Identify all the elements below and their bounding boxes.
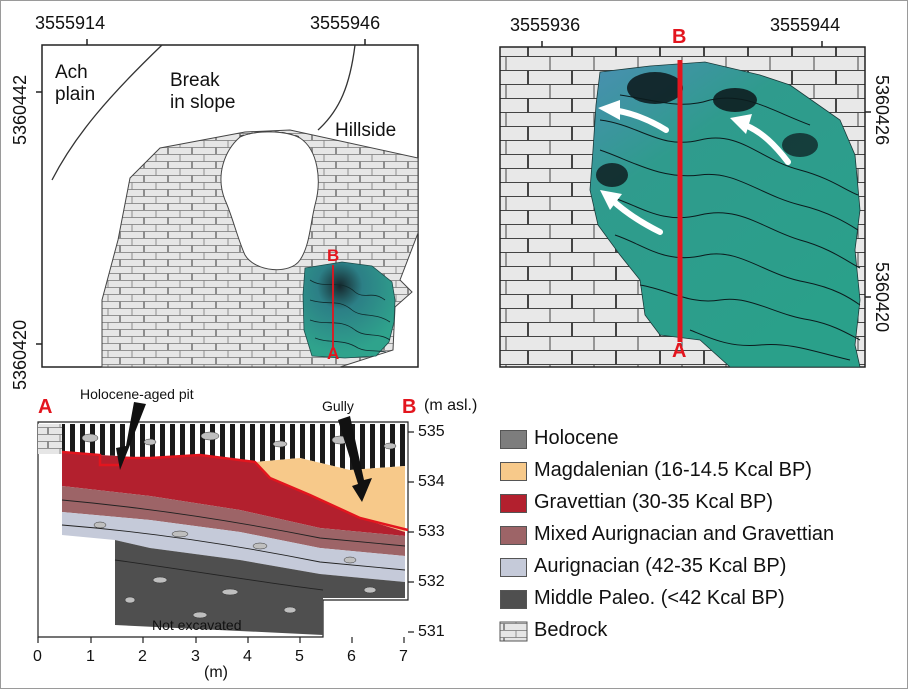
- annotation-gully: Gully: [322, 398, 354, 414]
- legend-swatch-magdalenian: [500, 462, 527, 481]
- legend-label-middle-paleo: Middle Paleo. (<42 Kcal BP): [534, 587, 785, 609]
- left-y-coord-2: 5360420: [10, 319, 30, 390]
- elev-tick-534: 534: [418, 473, 445, 490]
- place-break-line1: Break: [170, 70, 220, 91]
- right-x-coord-1: 3555936: [510, 15, 581, 35]
- place-break-in-slope: Break in slope: [170, 70, 236, 114]
- place-ach-plain-line1: Ach: [55, 62, 88, 83]
- legend-label-holocene: Holocene: [534, 427, 619, 449]
- dist-tick-7: 7: [399, 648, 408, 665]
- elev-tick-533: 533: [418, 523, 445, 540]
- place-ach-plain: Ach plain: [55, 62, 95, 106]
- elev-tick-531: 531: [418, 623, 445, 640]
- dist-tick-3: 3: [191, 648, 200, 665]
- legend-label-aurignacian: Aurignacian (42-35 Kcal BP): [534, 555, 787, 577]
- legend-swatch-holocene: [500, 430, 527, 449]
- distance-unit: (m): [204, 664, 228, 681]
- place-ach-plain-line2: plain: [55, 84, 96, 105]
- dist-tick-4: 4: [243, 648, 252, 665]
- annotation-not-excavated: Not excavated: [152, 617, 242, 633]
- dist-tick-6: 6: [347, 648, 356, 665]
- left-marker-b: B: [327, 246, 340, 265]
- legend-swatch-gravettian: [500, 494, 527, 513]
- right-y-coord-2: 5360420: [872, 262, 892, 333]
- place-break-line2: in slope: [170, 92, 236, 113]
- profile-marker-a: A: [38, 396, 53, 418]
- right-marker-b: B: [672, 26, 687, 48]
- left-marker-a: A: [327, 344, 340, 363]
- elevation-unit: (m asl.): [424, 397, 478, 414]
- right-marker-a: A: [672, 340, 687, 362]
- legend-swatch-middle-paleo: [500, 590, 527, 609]
- elev-tick-532: 532: [418, 573, 445, 590]
- profile-marker-b: B: [402, 396, 417, 418]
- place-hillside: Hillside: [335, 120, 396, 142]
- left-x-coord-2: 3555946: [310, 13, 381, 33]
- right-y-coord-1: 5360426: [872, 75, 892, 146]
- legend-label-bedrock: Bedrock: [534, 619, 608, 641]
- bedrock-swatch-fill: [499, 621, 528, 642]
- legend-label-gravettian: Gravettian (30-35 Kcal BP): [534, 491, 773, 513]
- dist-tick-0: 0: [33, 648, 42, 665]
- dist-tick-2: 2: [138, 648, 147, 665]
- legend-swatch-mixed: [500, 526, 527, 545]
- place-hillside-line1: Hillside: [335, 120, 397, 141]
- right-map: [499, 41, 871, 368]
- elev-tick-535: 535: [418, 423, 445, 440]
- legend-swatch-aurignacian: [500, 558, 527, 577]
- legend-label-mixed: Mixed Aurignacian and Gravettian: [534, 523, 835, 545]
- legend-label-magdalenian: Magdalenian (16-14.5 Kcal BP): [534, 459, 812, 481]
- dist-tick-5: 5: [295, 648, 304, 665]
- left-x-coord-1: 3555914: [35, 13, 106, 33]
- annotation-holocene-pit: Holocene-aged pit: [80, 386, 194, 402]
- profile-section: [37, 402, 414, 643]
- right-x-coord-2: 3555944: [770, 15, 841, 35]
- dist-tick-1: 1: [86, 648, 95, 665]
- left-map: [36, 39, 419, 368]
- left-y-coord-1: 5360442: [10, 74, 30, 145]
